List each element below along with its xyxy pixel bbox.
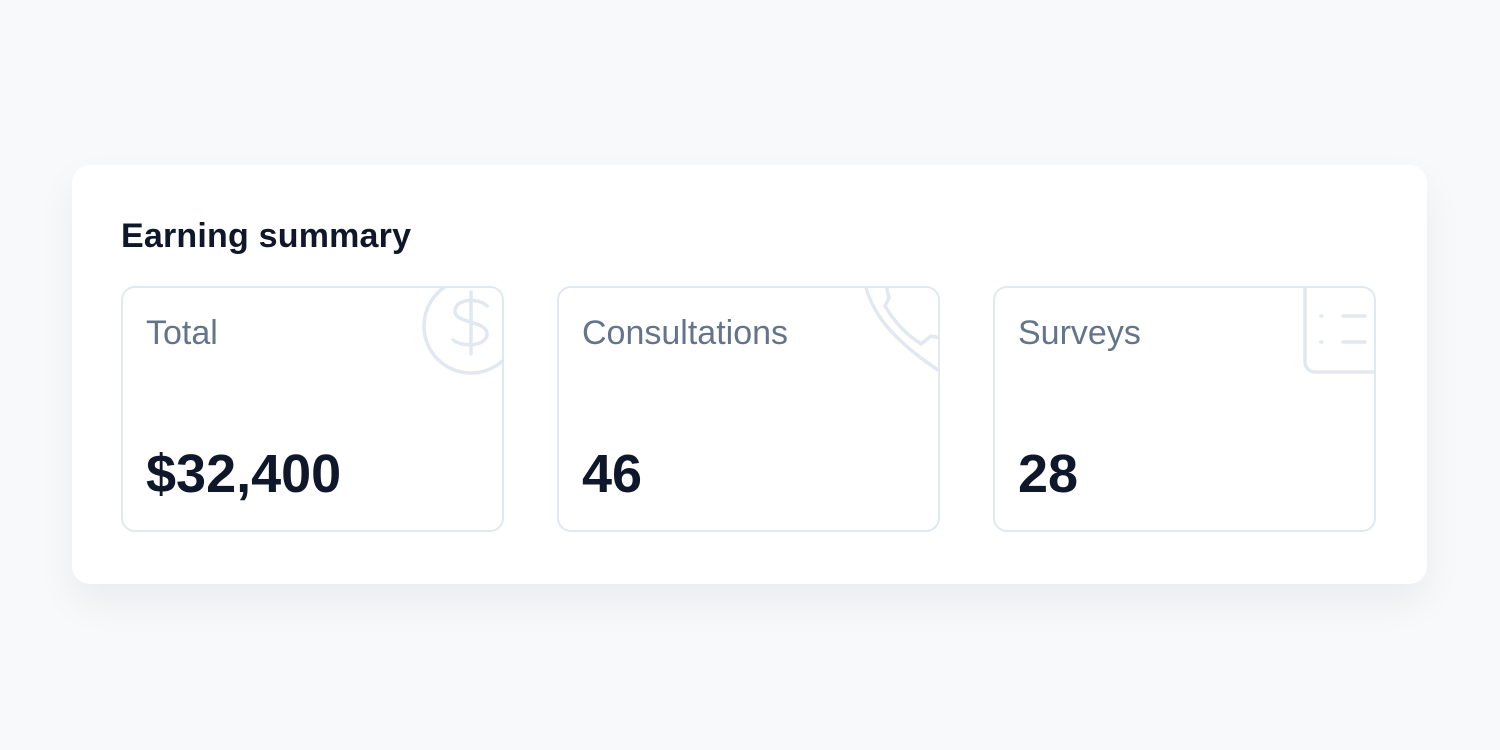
phone-icon [849, 288, 938, 378]
dollar-icon [419, 288, 502, 384]
card-value: 46 [582, 444, 643, 504]
card-label: Total [146, 314, 218, 352]
card-surveys: Surveys 28 [993, 286, 1376, 532]
clipboard-list-icon [1303, 288, 1374, 378]
card-label: Consultations [582, 314, 789, 352]
card-total: Total $32,400 [121, 286, 504, 532]
earning-summary-panel: Earning summary Total $32,400 Consultati… [72, 165, 1427, 584]
panel-title: Earning summary [121, 217, 412, 255]
card-value: 28 [1018, 444, 1079, 504]
card-label: Surveys [1018, 314, 1141, 352]
card-consultations: Consultations 46 [557, 286, 940, 532]
card-value: $32,400 [146, 444, 342, 504]
